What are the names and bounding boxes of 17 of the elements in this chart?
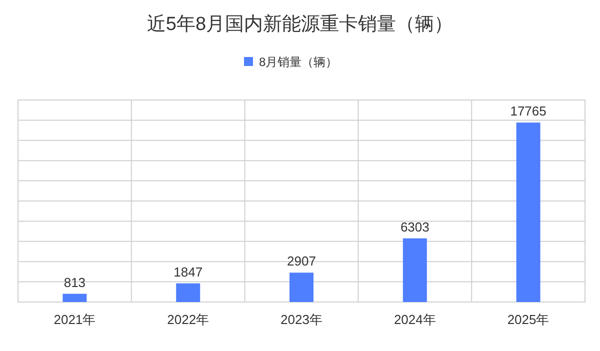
bar: [402, 238, 427, 302]
bar: [516, 122, 540, 302]
x-tick-label: 2022年: [167, 312, 210, 327]
data-label: 17765: [510, 104, 546, 119]
x-tick-label: 2025年: [507, 312, 550, 327]
x-tick-label: 2021年: [54, 312, 96, 327]
data-label: 2907: [287, 254, 316, 269]
x-tick-label: 2023年: [280, 312, 322, 327]
bar: [290, 272, 314, 302]
x-tick-label: 2024年: [394, 312, 436, 327]
bar: [176, 283, 200, 302]
data-label: 813: [64, 274, 86, 290]
data-label: 6303: [400, 219, 430, 234]
legend-label: 8月销量（辆）: [259, 55, 338, 69]
bar: [62, 294, 87, 302]
data-label: 1847: [174, 264, 203, 280]
chart-title: 近5年8月国内新能源重卡销量（辆）: [146, 13, 454, 35]
